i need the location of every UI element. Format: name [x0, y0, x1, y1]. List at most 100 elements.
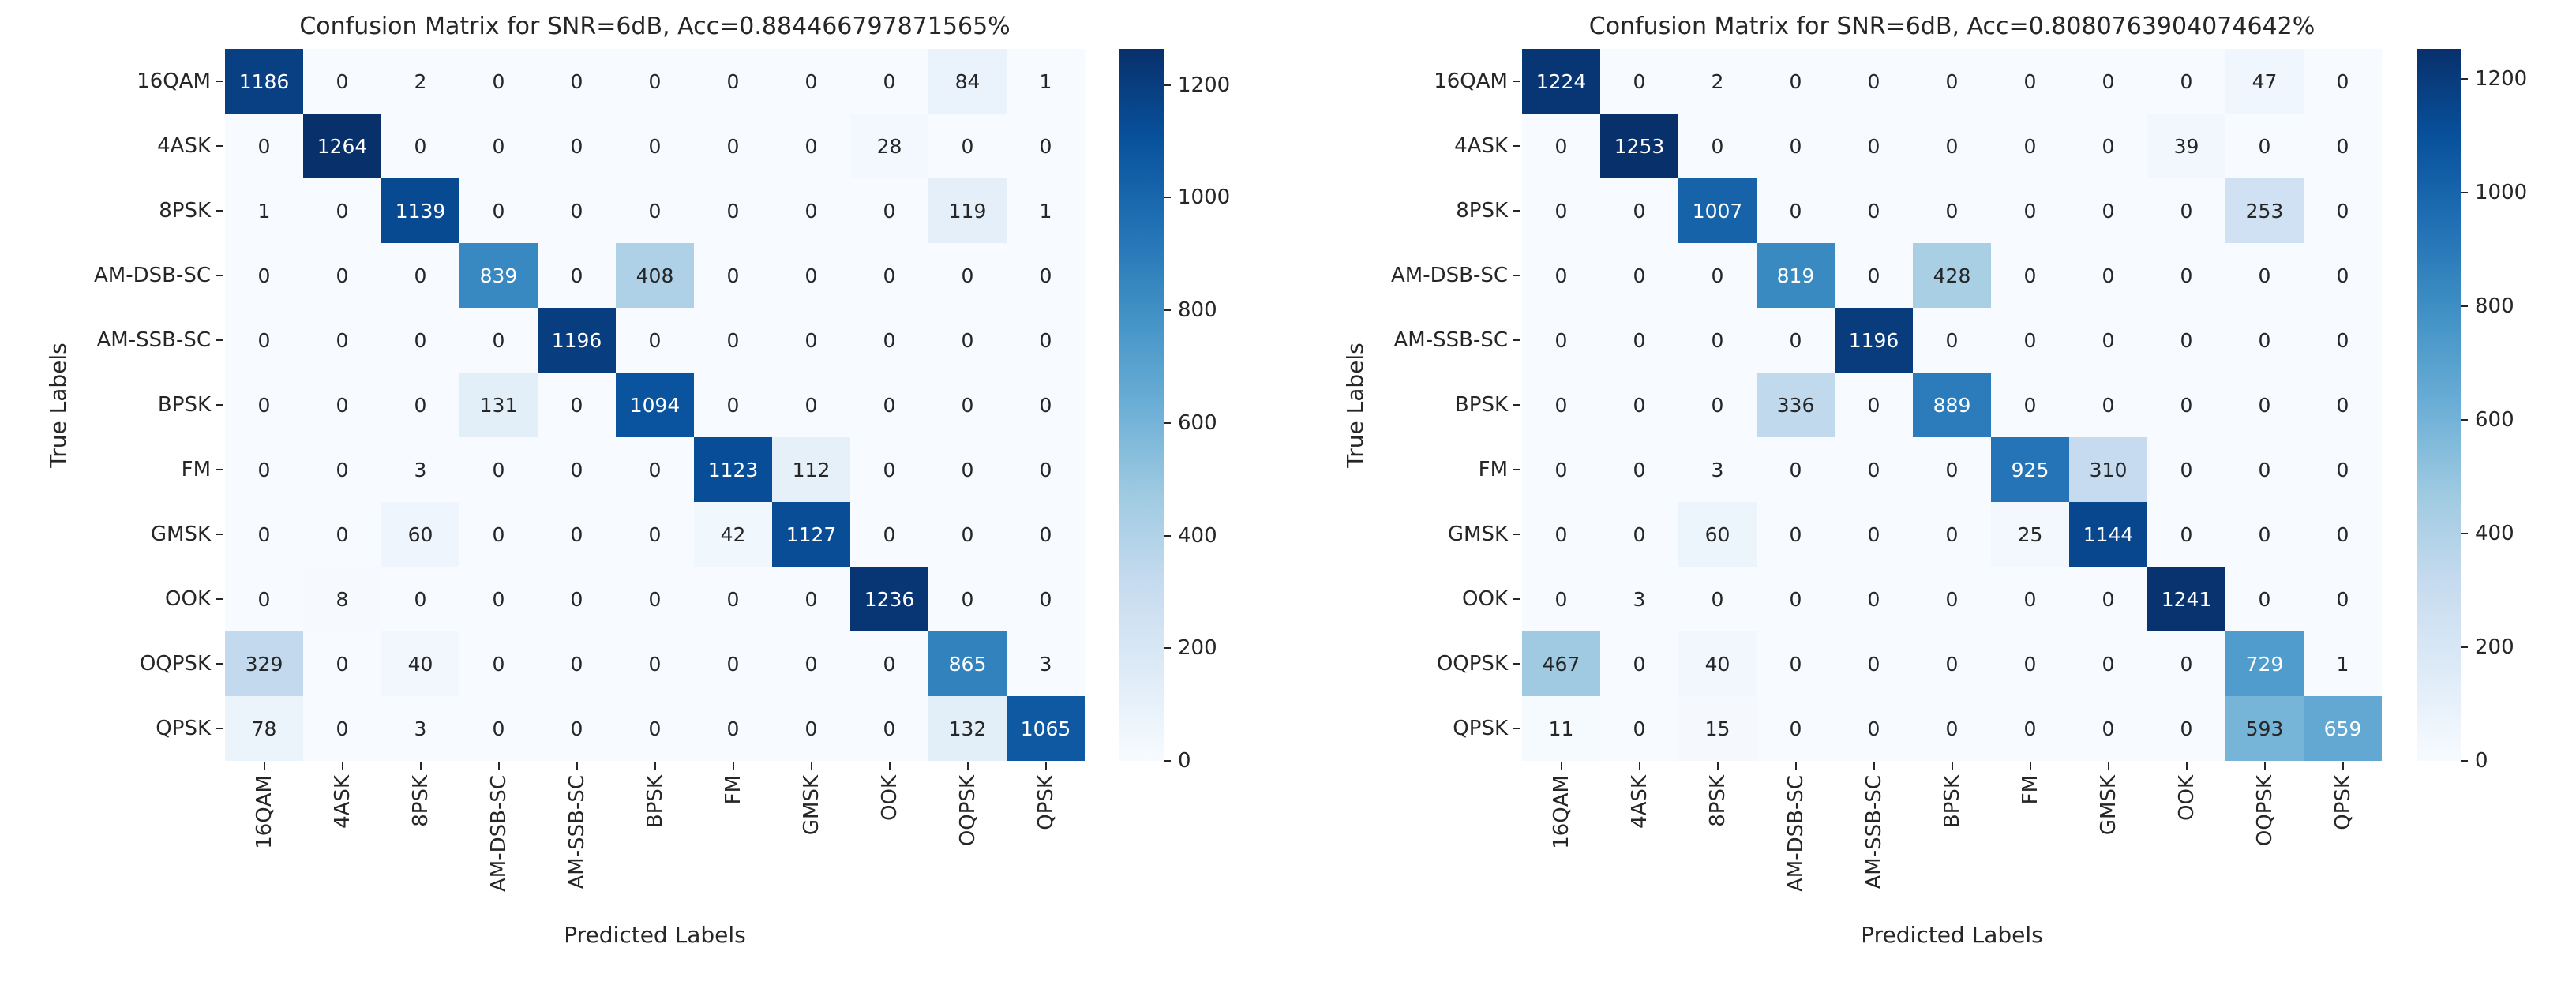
colorbar-tick-label: 200: [1178, 636, 1217, 661]
y-tick-label: AM-DSB-SC: [93, 264, 211, 287]
colorbar-tick-label: 200: [2475, 635, 2514, 660]
colorbar-tick: 1000: [2461, 181, 2527, 204]
heatmap-cell: 0: [850, 437, 928, 502]
heatmap-cell: 0: [928, 308, 1007, 373]
colorbar-tick: 800: [1164, 298, 1217, 322]
heatmap-cell: 0: [850, 308, 928, 373]
colorbar-tick-mark: [2461, 192, 2468, 194]
x-tick-label: OOK: [877, 775, 902, 821]
colorbar-tick: 800: [2461, 294, 2514, 318]
heatmap-cell: 0: [850, 502, 928, 567]
x-tick: 4ASK: [303, 762, 381, 892]
x-tick: FM: [1991, 762, 2069, 892]
heatmap-cell: 0: [1007, 308, 1085, 373]
x-tick-mark: [1638, 762, 1640, 770]
heatmap-cell: 0: [694, 373, 772, 437]
heatmap-cell: 0: [1835, 696, 1913, 761]
heatmap-cell: 0: [303, 631, 381, 696]
y-tick-label: GMSK: [150, 522, 211, 546]
x-tick-label: 16QAM: [252, 775, 276, 849]
colorbar-tick-label: 0: [2475, 749, 2488, 773]
x-tick-label: GMSK: [799, 775, 823, 836]
heatmap-cell: 0: [538, 567, 616, 631]
y-tick-label: QPSK: [156, 717, 211, 740]
heatmap-cell: 0: [1913, 502, 1991, 567]
y-tick-mark: [1513, 728, 1520, 729]
heatmap-cell: 60: [1678, 502, 1757, 567]
y-tick: GMSK: [1369, 502, 1520, 567]
heatmap-cell: 0: [772, 49, 850, 114]
heatmap-cell: 0: [1600, 178, 1678, 243]
heatmap-cell: 0: [1600, 373, 1678, 437]
heatmap-cell: 0: [694, 567, 772, 631]
y-tick-label: FM: [1478, 458, 1508, 481]
heatmap-cell: 1264: [303, 114, 381, 178]
colorbar-tick-mark: [2461, 305, 2468, 308]
heatmap-cell: 47: [2225, 49, 2304, 114]
heatmap-cell: 0: [1522, 373, 1600, 437]
heatmap-cell: 0: [225, 567, 303, 631]
heatmap-cell: 0: [2069, 178, 2147, 243]
heatmap-cell: 40: [1678, 631, 1757, 696]
heatmap-cell: 40: [381, 631, 459, 696]
heatmap-cell: 0: [2225, 243, 2304, 308]
heatmap-cell: 0: [928, 243, 1007, 308]
y-tick-mark: [1513, 598, 1520, 600]
heatmap-cell: 1236: [850, 567, 928, 631]
heatmap-cell: 0: [2304, 178, 2382, 243]
x-tick-mark: [966, 762, 969, 770]
y-tick: 8PSK: [1369, 178, 1520, 243]
confusion-matrix-panel-left: Confusion Matrix for SNR=6dB, Acc=0.8844…: [43, 0, 1251, 985]
heatmap-cell: 0: [1835, 631, 1913, 696]
colorbar-tick-label: 800: [1178, 298, 1217, 323]
heatmap-cell: 0: [1600, 696, 1678, 761]
heatmap-cell: 1127: [772, 502, 850, 567]
x-tick-mark: [497, 762, 500, 770]
heatmap-cell: 0: [303, 243, 381, 308]
x-axis-tick-labels: 16QAM 4ASK 8PSK AM-DSB-SC AM-SSB-SC BPSK FM GMS…: [225, 762, 1085, 892]
y-axis-label-text: True Labels: [44, 342, 71, 468]
heatmap-cell: 0: [381, 567, 459, 631]
x-tick-mark: [2185, 762, 2188, 770]
y-tick-mark: [216, 339, 223, 341]
y-tick: 16QAM: [72, 49, 223, 114]
heatmap-cell: 0: [225, 373, 303, 437]
heatmap-cell: 0: [1007, 567, 1085, 631]
heatmap-cell: 0: [381, 114, 459, 178]
heatmap-cell: 0: [1007, 437, 1085, 502]
heatmap-cell: 0: [538, 631, 616, 696]
heatmap-cell: 0: [1757, 502, 1835, 567]
y-tick-label: OOK: [1462, 587, 1508, 611]
heatmap-cell: 0: [538, 49, 616, 114]
colorbar-tick-label: 0: [1178, 749, 1191, 773]
heatmap-cell: 1: [225, 178, 303, 243]
heatmap-cell: 0: [1757, 49, 1835, 114]
colorbar-tick-mark: [1164, 309, 1171, 312]
colorbar-tick: 0: [2461, 749, 2488, 773]
heatmap-cell: 0: [2069, 114, 2147, 178]
x-tick-label: AM-DSB-SC: [1783, 775, 1808, 893]
heatmap-cell: 0: [1007, 243, 1085, 308]
heatmap-cell: 0: [459, 308, 538, 373]
heatmap-cell: 0: [2147, 502, 2225, 567]
colorbar-tick: 1200: [1164, 73, 1230, 97]
x-tick: 8PSK: [381, 762, 459, 892]
heatmap-cell: 0: [694, 631, 772, 696]
y-tick-mark: [216, 598, 223, 600]
x-tick: BPSK: [616, 762, 694, 892]
heatmap-cell: 0: [2225, 114, 2304, 178]
y-tick-label: 8PSK: [159, 199, 211, 223]
y-tick-mark: [1513, 339, 1520, 341]
x-tick: 16QAM: [1522, 762, 1600, 892]
x-tick-label: AM-SSB-SC: [564, 775, 589, 889]
y-tick-mark: [216, 275, 223, 276]
colorbar-tick-mark: [2461, 533, 2468, 535]
y-axis-tick-labels: 16QAM 4ASK 8PSK AM-DSB-SC AM-SSB-SC BPSK FM GMS…: [72, 49, 223, 761]
heatmap-cell: 0: [850, 49, 928, 114]
heatmap-cell: 0: [2147, 178, 2225, 243]
y-tick: AM-SSB-SC: [1369, 308, 1520, 373]
heatmap-cell: 0: [225, 502, 303, 567]
heatmap-cell: 0: [1757, 178, 1835, 243]
heatmap-cell: 0: [850, 243, 928, 308]
